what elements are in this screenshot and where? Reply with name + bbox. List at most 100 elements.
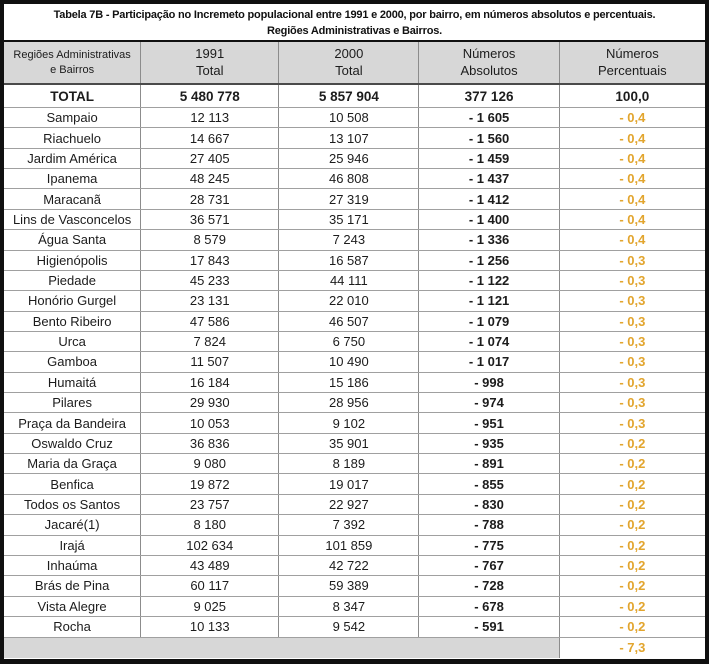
table-row: Gamboa 11 507 10 490 - 1 017 - 0,3	[4, 351, 705, 373]
value-2000: 9 542	[278, 615, 420, 638]
numeros-absolutos: - 935	[418, 432, 560, 455]
numeros-absolutos: - 1 412	[418, 188, 560, 210]
total-2000: 5 857 904	[278, 84, 420, 108]
value-1991: 12 113	[140, 106, 280, 129]
header-1991-line1: 1991	[195, 45, 225, 61]
value-2000: 9 102	[278, 412, 420, 434]
numeros-percentuais: - 0,3	[558, 412, 705, 434]
table-row: Bento Ribeiro 47 586 46 507 - 1 079 - 0,…	[4, 310, 705, 332]
bairro-name: Todos os Santos	[4, 493, 142, 516]
bairro-name: Praça da Bandeira	[4, 412, 142, 434]
bairro-name: Oswaldo Cruz	[4, 432, 142, 455]
bairro-name: Humaitá	[4, 371, 142, 394]
numeros-absolutos: - 1 560	[418, 127, 560, 149]
bairro-name: Água Santa	[4, 229, 142, 251]
table-row: Riachuelo 14 667 13 107 - 1 560 - 0,4	[4, 127, 705, 149]
bairro-name: Benfica	[4, 473, 142, 495]
footer-row: - 7,3	[4, 636, 705, 658]
numeros-absolutos: - 891	[418, 453, 560, 475]
bairro-name: Vista Alegre	[4, 595, 142, 617]
bairro-name: Riachuelo	[4, 127, 142, 149]
bairro-name: Jardim América	[4, 147, 142, 170]
bairro-name: Maria da Graça	[4, 453, 142, 475]
table-row: Jacaré(1) 8 180 7 392 - 788 - 0,2	[4, 514, 705, 536]
bairro-name: Honório Gurgel	[4, 290, 142, 312]
value-1991: 45 233	[140, 269, 280, 292]
value-1991: 43 489	[140, 554, 280, 577]
value-2000: 35 171	[278, 208, 420, 231]
value-2000: 35 901	[278, 432, 420, 455]
numeros-absolutos: - 998	[418, 371, 560, 394]
value-2000: 6 750	[278, 330, 420, 353]
numeros-percentuais: - 0,4	[558, 208, 705, 231]
table-row: Inhaúma 43 489 42 722 - 767 - 0,2	[4, 554, 705, 577]
value-1991: 7 824	[140, 330, 280, 353]
numeros-percentuais: - 0,2	[558, 595, 705, 617]
total-row: TOTAL 5 480 778 5 857 904 377 126 100,0	[4, 84, 705, 108]
table-title-line1: Tabela 7B - Participação no Incremeto po…	[53, 9, 656, 21]
table-row: Pilares 29 930 28 956 - 974 - 0,3	[4, 392, 705, 414]
numeros-percentuais: - 0,4	[558, 106, 705, 129]
numeros-percentuais: - 0,4	[558, 168, 705, 190]
header-absolutos-line1: Números	[462, 45, 516, 61]
header-1991: 1991 Total	[140, 42, 280, 85]
value-2000: 7 392	[278, 514, 420, 536]
numeros-percentuais: - 0,2	[558, 534, 705, 556]
numeros-absolutos: - 855	[418, 473, 560, 495]
numeros-absolutos: - 591	[418, 615, 560, 638]
value-2000: 27 319	[278, 188, 420, 210]
value-2000: 59 389	[278, 575, 420, 597]
value-1991: 10 133	[140, 615, 280, 638]
table-row: Higienópolis 17 843 16 587 - 1 256 - 0,3	[4, 249, 705, 271]
table-title: Tabela 7B - Participação no Incremeto po…	[4, 4, 705, 42]
value-1991: 8 180	[140, 514, 280, 536]
value-1991: 11 507	[140, 351, 280, 373]
value-2000: 28 956	[278, 392, 420, 414]
numeros-percentuais: - 0,4	[558, 229, 705, 251]
value-2000: 16 587	[278, 249, 420, 271]
header-absolutos: Números Absolutos	[418, 42, 560, 85]
value-1991: 16 184	[140, 371, 280, 394]
table-row: Todos os Santos 23 757 22 927 - 830 - 0,…	[4, 493, 705, 516]
numeros-percentuais: - 0,4	[558, 127, 705, 149]
value-1991: 23 757	[140, 493, 280, 516]
header-regioes-line2: e Bairros	[50, 63, 95, 76]
value-1991: 10 053	[140, 412, 280, 434]
header-2000: 2000 Total	[278, 42, 420, 85]
value-2000: 46 808	[278, 168, 420, 190]
numeros-percentuais: - 0,2	[558, 554, 705, 577]
bairro-name: Higienópolis	[4, 249, 142, 271]
value-1991: 23 131	[140, 290, 280, 312]
table-row: Jardim América 27 405 25 946 - 1 459 - 0…	[4, 147, 705, 170]
total-absolutos: 377 126	[418, 84, 560, 108]
value-2000: 42 722	[278, 554, 420, 577]
value-2000: 44 111	[278, 269, 420, 292]
value-2000: 7 243	[278, 229, 420, 251]
bairro-name: Sampaio	[4, 106, 142, 129]
value-1991: 36 571	[140, 208, 280, 231]
numeros-absolutos: - 830	[418, 493, 560, 516]
numeros-percentuais: - 0,4	[558, 147, 705, 170]
numeros-absolutos: - 788	[418, 514, 560, 536]
table-row: Praça da Bandeira 10 053 9 102 - 951 - 0…	[4, 412, 705, 434]
bairro-name: Jacaré(1)	[4, 514, 142, 536]
value-1991: 8 579	[140, 229, 280, 251]
table-body: TOTAL 5 480 778 5 857 904 377 126 100,0 …	[4, 84, 705, 638]
numeros-percentuais: - 0,3	[558, 310, 705, 332]
bairro-name: Rocha	[4, 615, 142, 638]
numeros-percentuais: - 0,2	[558, 615, 705, 638]
table-title-line2: Regiões Administrativas e Bairros.	[267, 24, 442, 37]
value-1991: 9 080	[140, 453, 280, 475]
table-row: Maracanã 28 731 27 319 - 1 412 - 0,4	[4, 188, 705, 210]
header-percentuais-line2: Percentuais	[598, 62, 667, 78]
value-1991: 102 634	[140, 534, 280, 556]
bairro-name: Gamboa	[4, 351, 142, 373]
bairro-name: Urca	[4, 330, 142, 353]
value-1991: 9 025	[140, 595, 280, 617]
header-percentuais-line1: Números	[605, 45, 659, 61]
table-row: Brás de Pina 60 117 59 389 - 728 - 0,2	[4, 575, 705, 597]
numeros-percentuais: - 0,2	[558, 575, 705, 597]
value-1991: 17 843	[140, 249, 280, 271]
value-2000: 15 186	[278, 371, 420, 394]
